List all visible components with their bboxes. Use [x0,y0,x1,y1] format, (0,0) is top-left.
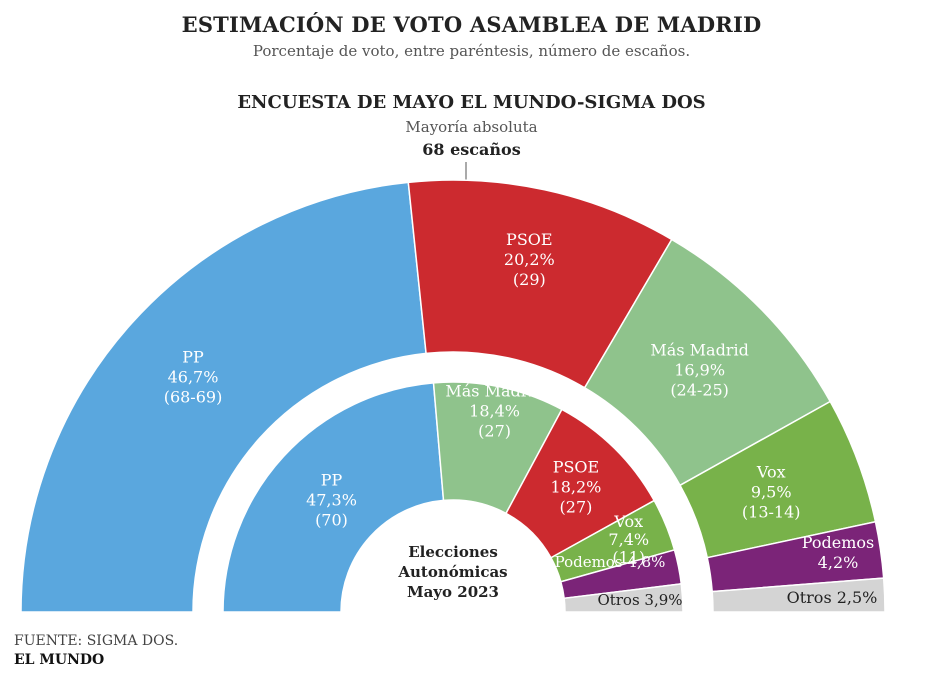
outer-label-psoe-value: 20,2% [504,250,555,269]
outer-label-podemos-name: Podemos [802,533,874,552]
inner-label-mas-madrid-name: Más Madrid [445,381,543,400]
outer-label-pp-value: 46,7% [168,368,219,387]
center-label-line-3: Mayo 2023 [407,583,499,601]
inner-label-pp-seats: (70) [315,510,348,529]
inner-label-psoe-seats: (27) [560,497,593,516]
inner-slice-pp [222,382,445,613]
outer-slice-otros [711,577,886,613]
outer-label-mas-madrid-value: 16,9% [674,361,725,380]
brand-logo-text: EL MUNDO [14,652,105,668]
inner-label-vox-seats: (11) [612,548,645,567]
outer-label-pp-name: PP [182,348,204,367]
inner-label-psoe-value: 18,2% [551,477,602,496]
chart-title: ESTIMACIÓN DE VOTO ASAMBLEA DE MADRID [181,12,762,37]
inner-label-psoe-name: PSOE [553,457,600,476]
outer-label-psoe-seats: (29) [513,270,546,289]
source-note: FUENTE: SIGMA DOS. [14,633,179,649]
inner-label-otros-full: Otros 3,9% [597,591,682,609]
outer-label-psoe-name: PSOE [506,230,553,249]
majority-label: Mayoría absoluta [405,118,538,136]
outer-label-vox-seats: (13-14) [742,502,801,521]
inner-label-pp-name: PP [321,470,343,489]
inner-label-vox-value: 7,4% [608,530,649,549]
outer-label-otros-full: Otros 2,5% [787,588,878,607]
outer-slice-pp [20,181,427,613]
center-label-line-2: Autonómicas [397,563,507,581]
survey-title: ENCUESTA DE MAYO EL MUNDO-SIGMA DOS [237,92,706,113]
outer-label-pp-seats: (68-69) [164,388,223,407]
outer-label-vox-name: Vox [756,462,786,481]
inner-label-vox-name: Vox [613,512,643,531]
outer-label-vox-value: 9,5% [751,482,792,501]
inner-label-mas-madrid-seats: (27) [478,421,511,440]
inner-ring [222,381,684,613]
inner-slice-otros [563,583,684,613]
outer-label-mas-madrid-name: Más Madrid [650,341,748,360]
outer-label-mas-madrid-seats: (24-25) [670,381,729,400]
center-label-line-1: Elecciones [408,543,498,561]
inner-label-mas-madrid-value: 18,4% [469,401,520,420]
chart-subtitle: Porcentaje de voto, entre paréntesis, nú… [252,42,691,60]
inner-label-pp-value: 47,3% [306,490,357,509]
outer-ring [20,179,886,613]
outer-label-podemos-value: 4,2% [818,553,859,572]
inner-label-podemos-full: Podemos 4,8% [555,553,666,571]
majority-seats: 68 escaños [422,140,521,159]
